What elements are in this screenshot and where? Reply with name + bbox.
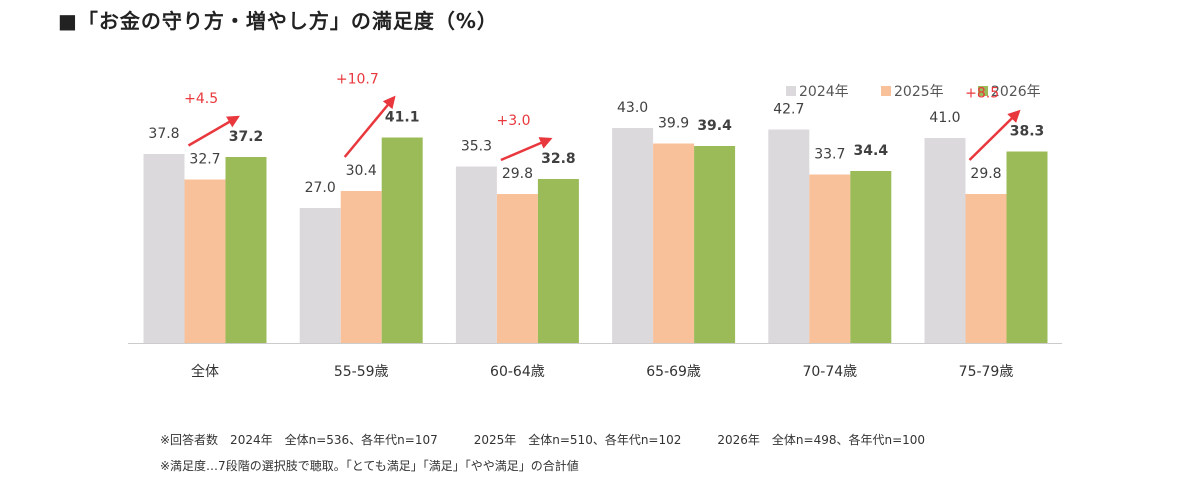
category-label: 75-79歳: [959, 364, 1014, 380]
data-label: 38.3: [1010, 124, 1045, 140]
data-label: 39.9: [658, 116, 689, 132]
data-label: 37.8: [148, 126, 179, 142]
growth-label: +4.5: [184, 91, 218, 107]
bars-group: 37.8 32.7 37.2 27.0 30.4 41.1 35.3 29.8 32.8 43.0…: [143, 100, 1048, 343]
bar-2025年-60-64歳: [496, 194, 538, 343]
data-label: 32.7: [189, 152, 220, 168]
data-label: 41.0: [929, 110, 960, 126]
category-label: 70-74歳: [802, 364, 857, 380]
data-label: 27.0: [305, 180, 336, 196]
bar-2026年-55-59歳: [381, 137, 423, 343]
category-labels: 全体 55-59歳 60-64歳 65-69歳 70-74歳 75-79歳: [191, 363, 1013, 380]
category-label: 60-64歳: [490, 364, 545, 380]
data-label: 43.0: [617, 100, 648, 116]
bar-2024年-全体: [143, 154, 185, 343]
growth-arrow: [187, 115, 240, 147]
data-label: 29.8: [970, 166, 1001, 182]
growth-arrows: +4.5 +10.7 +3.0 +8.5: [184, 72, 1021, 162]
chart-title: ■「お金の守り方・増やし方」の満足度（%）: [58, 9, 498, 33]
growth-arrow: [343, 95, 396, 158]
data-label: 37.2: [229, 129, 264, 145]
category-label: 55-59歳: [334, 364, 389, 380]
category-label: 全体: [191, 363, 219, 380]
bar-2026年-65-69歳: [694, 146, 736, 343]
bar-2024年-75-79歳: [924, 138, 966, 343]
category-label: 65-69歳: [646, 364, 701, 380]
data-label: 35.3: [461, 139, 492, 155]
data-label: 39.4: [697, 118, 732, 134]
bar-2025年-75-79歳: [965, 194, 1007, 343]
legend-swatch: [881, 86, 891, 96]
data-label: 34.4: [854, 143, 889, 159]
growth-label: +3.0: [497, 113, 531, 129]
growth-arrow: [968, 109, 1021, 161]
bar-2024年-55-59歳: [299, 208, 341, 343]
bar-2024年-65-69歳: [612, 128, 654, 343]
growth-label: +10.7: [336, 72, 379, 88]
bar-2025年-70-74歳: [809, 174, 851, 343]
data-label: 42.7: [773, 102, 804, 118]
data-label: 41.1: [385, 110, 420, 126]
growth-arrow: [500, 137, 553, 162]
legend-label: 2025年: [894, 84, 944, 100]
bar-2025年-65-69歳: [653, 143, 695, 343]
legend-swatch: [978, 86, 988, 96]
legend-label: 2026年: [991, 84, 1041, 100]
growth-label: +8.5: [965, 86, 999, 102]
bar-2024年-70-74歳: [768, 129, 810, 343]
legend-swatch: [786, 86, 796, 96]
note-sample-size: ※回答者数 2024年 全体n=536、各年代n=107 2025年 全体n=5…: [160, 432, 925, 447]
bar-2026年-全体: [225, 157, 267, 343]
data-label: 33.7: [814, 147, 845, 163]
bar-2026年-70-74歳: [850, 171, 892, 343]
data-label: 30.4: [346, 163, 377, 179]
bar-2025年-全体: [184, 179, 226, 343]
bar-2024年-60-64歳: [455, 166, 497, 343]
data-label: 29.8: [502, 166, 533, 182]
data-label: 32.8: [541, 151, 576, 167]
bar-2026年-60-64歳: [537, 179, 579, 343]
bar-2025年-55-59歳: [340, 191, 382, 343]
note-definition: ※満足度…7段階の選択肢で聴取。「とても満足」「満足」「やや満足」の合計値: [160, 458, 579, 473]
legend: 2024年 2025年 2026年: [786, 84, 1041, 100]
legend-label: 2024年: [799, 84, 849, 100]
bar-2026年-75-79歳: [1006, 151, 1048, 343]
